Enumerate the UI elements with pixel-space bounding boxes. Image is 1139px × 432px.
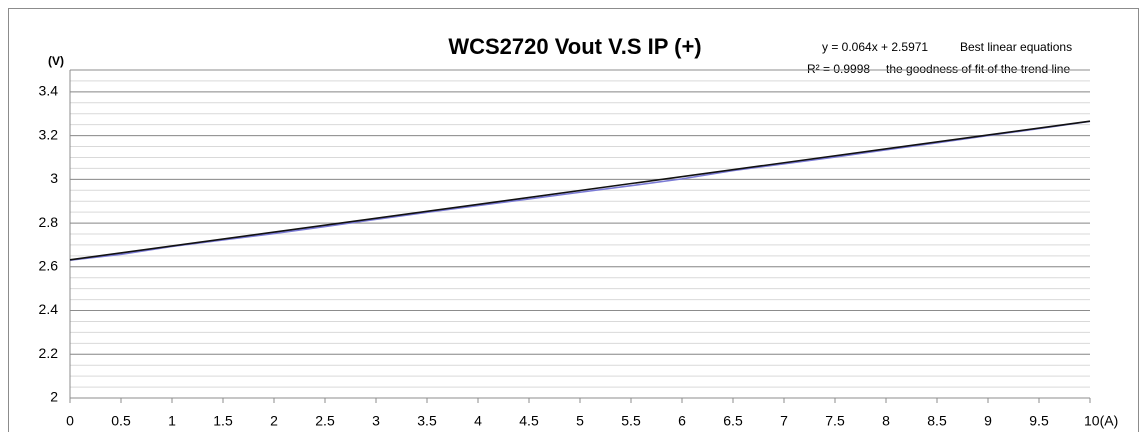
x-tick-label: 0.5 <box>111 413 131 429</box>
x-tick-label: 3.5 <box>417 413 437 429</box>
x-tick-label: 6 <box>678 413 686 429</box>
y-tick-label: 2.8 <box>39 214 59 230</box>
annotation: R² = 0.9998 <box>807 62 870 76</box>
x-tick-label: 1.5 <box>213 413 233 429</box>
y-tick-label: 2.6 <box>39 258 59 274</box>
x-tick-label: 8.5 <box>927 413 947 429</box>
x-tick-label: 5 <box>576 413 584 429</box>
chart-frame <box>8 8 1139 432</box>
x-tick-label: 5.5 <box>621 413 641 429</box>
series-line <box>69 120 1091 261</box>
x-tick-label: 1 <box>168 413 176 429</box>
x-tick-label: 10(A) <box>1084 413 1118 429</box>
x-tick-label: 4.5 <box>519 413 539 429</box>
chart-title: WCS2720 Vout V.S IP (+) <box>448 34 701 59</box>
y-tick-label: 3 <box>50 170 58 186</box>
y-tick-label: 3.4 <box>39 83 59 99</box>
y-tick-label: 2.4 <box>39 301 59 317</box>
x-tick-label: 7 <box>780 413 788 429</box>
annotation: the goodness of fit of the trend line <box>886 62 1070 76</box>
y-tick-label: 3.2 <box>39 126 59 142</box>
x-tick-label: 2.5 <box>315 413 335 429</box>
x-tick-label: 0 <box>66 413 74 429</box>
x-tick-label: 4 <box>474 413 482 429</box>
annotation: y = 0.064x + 2.5971 <box>822 40 928 54</box>
x-tick-label: 9.5 <box>1029 413 1049 429</box>
x-tick-label: 9 <box>984 413 992 429</box>
y-tick-label: 2 <box>50 389 58 405</box>
series-line <box>69 120 1091 262</box>
x-tick-label: 2 <box>270 413 278 429</box>
x-tick-label: 8 <box>882 413 890 429</box>
annotation: Best linear equations <box>960 40 1072 54</box>
y-tick-label: 2.2 <box>39 345 59 361</box>
y-axis-label: (V) <box>48 54 64 68</box>
x-tick-label: 7.5 <box>825 413 845 429</box>
x-tick-label: 6.5 <box>723 413 743 429</box>
x-tick-label: 3 <box>372 413 380 429</box>
